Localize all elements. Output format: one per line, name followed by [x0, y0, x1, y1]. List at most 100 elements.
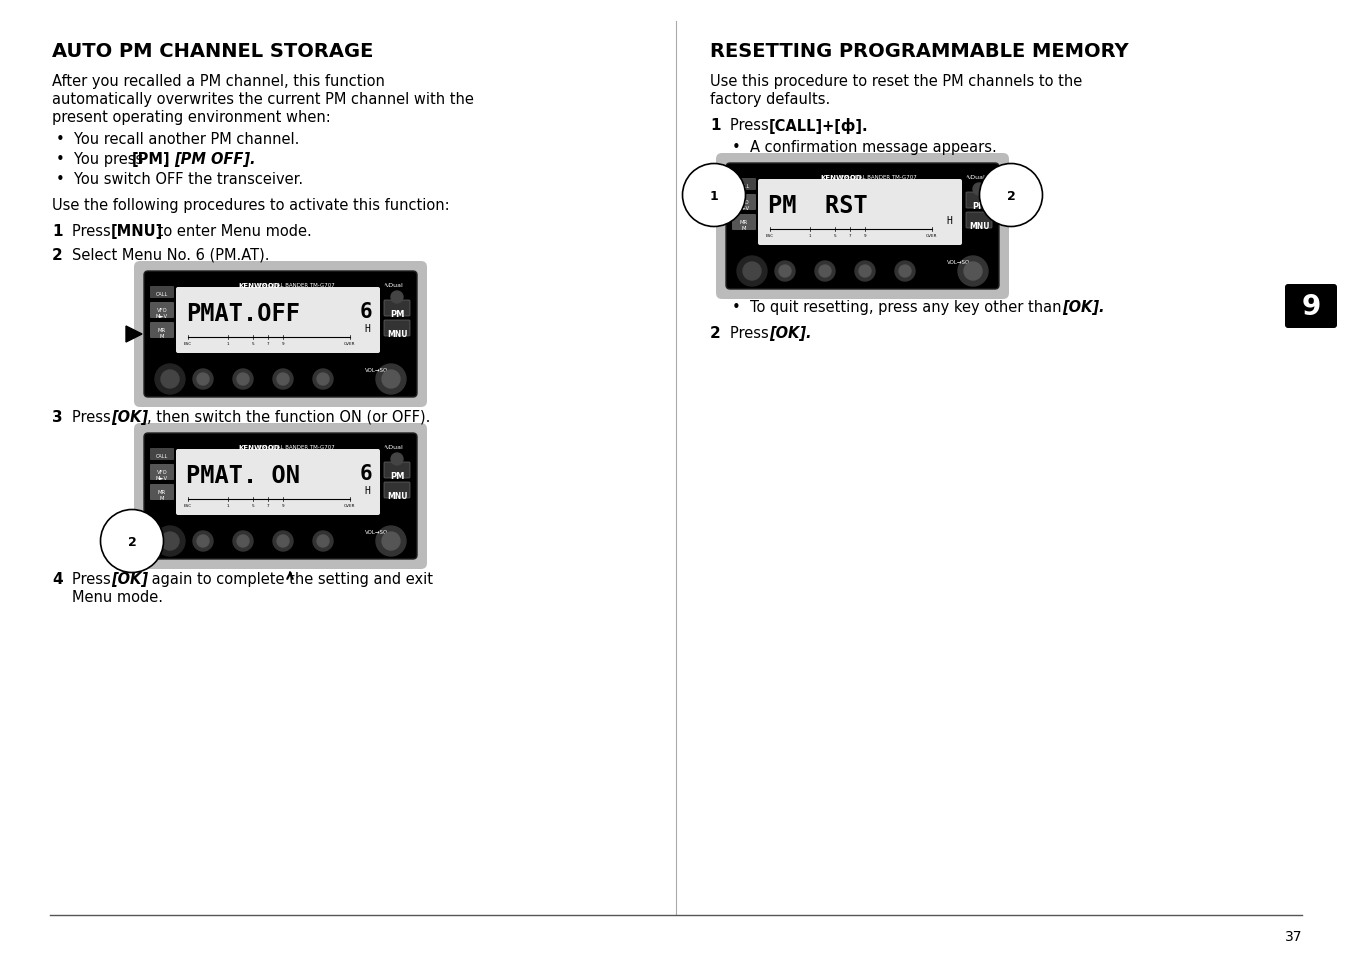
Text: 5: 5	[251, 341, 254, 346]
Circle shape	[383, 533, 400, 551]
Text: Press: Press	[72, 224, 115, 239]
Text: 6: 6	[360, 463, 373, 483]
Text: •  To quit resetting, press any key other than: • To quit resetting, press any key other…	[731, 299, 1067, 314]
Circle shape	[155, 526, 185, 557]
Text: 7: 7	[849, 233, 852, 237]
Text: VOL→SQ: VOL→SQ	[365, 368, 388, 373]
Circle shape	[237, 374, 249, 386]
Text: PM: PM	[389, 310, 404, 318]
Text: 9: 9	[1302, 293, 1321, 320]
Text: 6: 6	[360, 302, 373, 322]
Text: ESC: ESC	[767, 233, 775, 237]
Text: 5: 5	[251, 503, 254, 507]
Text: 2: 2	[1007, 190, 1015, 202]
Text: H: H	[946, 215, 952, 226]
Text: 1: 1	[808, 233, 811, 237]
Text: 9: 9	[281, 503, 284, 507]
FancyBboxPatch shape	[731, 214, 756, 231]
FancyBboxPatch shape	[150, 303, 174, 318]
Text: ∿Dual: ∿Dual	[383, 444, 403, 450]
Text: VOL→SQ: VOL→SQ	[365, 530, 388, 535]
Circle shape	[376, 526, 406, 557]
Text: PM  RST: PM RST	[768, 193, 868, 218]
Text: [PM]: [PM]	[132, 152, 170, 167]
Circle shape	[737, 256, 767, 287]
Text: 3: 3	[51, 410, 62, 424]
Text: AUTO PM CHANNEL STORAGE: AUTO PM CHANNEL STORAGE	[51, 42, 373, 61]
Text: CALL: CALL	[738, 184, 750, 189]
Text: FM DUAL BANDER TM-G707: FM DUAL BANDER TM-G707	[260, 444, 335, 450]
FancyBboxPatch shape	[384, 320, 410, 336]
Circle shape	[277, 374, 289, 386]
Text: , then switch the function ON (or OFF).: , then switch the function ON (or OFF).	[147, 410, 430, 424]
Circle shape	[899, 266, 911, 277]
Text: 9: 9	[281, 341, 284, 346]
FancyBboxPatch shape	[758, 180, 963, 246]
Circle shape	[391, 292, 403, 304]
Text: Use this procedure to reset the PM channels to the: Use this procedure to reset the PM chann…	[710, 74, 1082, 89]
FancyBboxPatch shape	[731, 194, 756, 211]
Text: PM: PM	[389, 472, 404, 480]
Text: Press: Press	[72, 572, 115, 586]
FancyBboxPatch shape	[384, 301, 410, 316]
Text: OVER: OVER	[345, 503, 356, 507]
Circle shape	[314, 532, 333, 552]
Text: 2: 2	[710, 326, 721, 340]
Text: to enter Menu mode.: to enter Menu mode.	[153, 224, 312, 239]
Text: 4: 4	[51, 572, 62, 586]
Text: 5: 5	[834, 233, 837, 237]
Text: FM DUAL BANDER TM-G707: FM DUAL BANDER TM-G707	[260, 283, 335, 288]
Text: KENWOOD: KENWOOD	[821, 174, 863, 181]
Text: 1: 1	[227, 503, 230, 507]
Text: 9: 9	[864, 233, 867, 237]
Text: KENWOOD: KENWOOD	[238, 444, 280, 451]
Text: Use the following procedures to activate this function:: Use the following procedures to activate…	[51, 198, 450, 213]
FancyBboxPatch shape	[965, 193, 992, 209]
FancyBboxPatch shape	[150, 464, 174, 480]
FancyBboxPatch shape	[145, 272, 416, 397]
Circle shape	[376, 365, 406, 395]
Text: 7: 7	[266, 341, 269, 346]
Text: OVER: OVER	[926, 233, 938, 237]
Text: CALL: CALL	[155, 292, 168, 296]
Circle shape	[964, 263, 982, 281]
Circle shape	[854, 262, 875, 282]
Text: ESC: ESC	[184, 341, 192, 346]
Circle shape	[233, 370, 253, 390]
Text: Menu mode.: Menu mode.	[72, 589, 164, 604]
Circle shape	[161, 371, 178, 389]
Circle shape	[314, 370, 333, 390]
FancyBboxPatch shape	[176, 288, 380, 354]
Circle shape	[273, 370, 293, 390]
Text: PM: PM	[972, 202, 986, 211]
Text: automatically overwrites the current PM channel with the: automatically overwrites the current PM …	[51, 91, 473, 107]
Text: 2: 2	[127, 535, 137, 548]
Text: present operating environment when:: present operating environment when:	[51, 110, 331, 125]
Text: 1: 1	[51, 224, 62, 239]
Circle shape	[316, 374, 329, 386]
Text: 1: 1	[227, 341, 230, 346]
FancyBboxPatch shape	[384, 482, 410, 498]
FancyBboxPatch shape	[717, 153, 1009, 299]
Text: ∿Dual: ∿Dual	[965, 174, 984, 180]
FancyBboxPatch shape	[134, 262, 427, 408]
Text: [OK]: [OK]	[111, 410, 147, 424]
Text: 2: 2	[51, 248, 62, 263]
Text: •  You recall another PM channel.: • You recall another PM channel.	[55, 132, 299, 147]
Text: •  You press: • You press	[55, 152, 147, 167]
Circle shape	[277, 536, 289, 547]
FancyBboxPatch shape	[726, 164, 999, 290]
Text: MR
M: MR M	[158, 328, 166, 338]
Circle shape	[779, 266, 791, 277]
Text: 1: 1	[710, 118, 721, 132]
Circle shape	[233, 532, 253, 552]
Text: Press: Press	[730, 326, 773, 340]
Text: MNU: MNU	[969, 222, 990, 231]
Text: [OK]: [OK]	[111, 572, 147, 586]
Text: MR
M: MR M	[740, 220, 748, 231]
Text: FM DUAL BANDER TM-G707: FM DUAL BANDER TM-G707	[841, 174, 917, 180]
FancyBboxPatch shape	[134, 423, 427, 569]
Text: ,: ,	[164, 152, 173, 167]
Circle shape	[193, 370, 214, 390]
Text: [MNU]: [MNU]	[111, 224, 164, 239]
